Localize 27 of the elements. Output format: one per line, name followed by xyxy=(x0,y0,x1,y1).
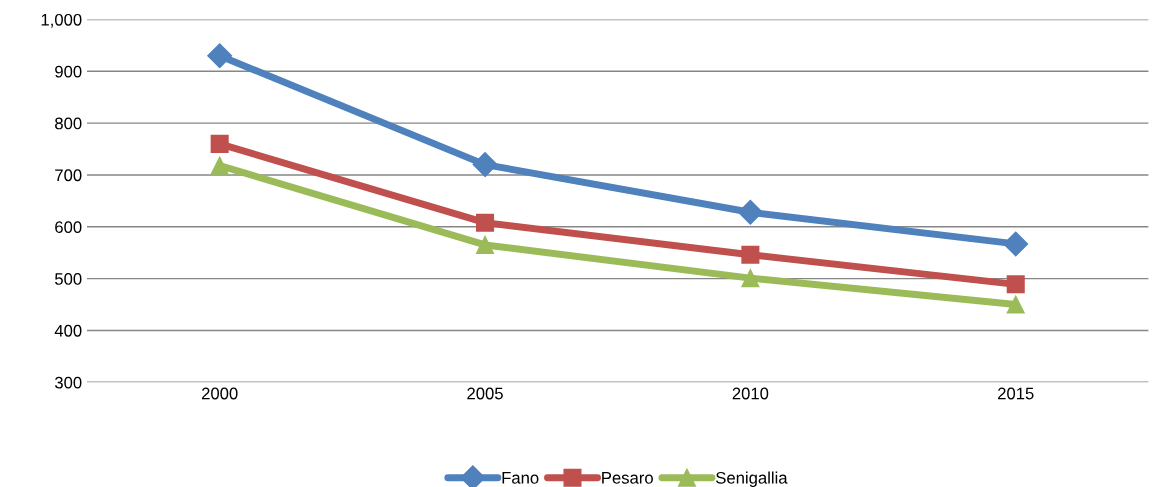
point xyxy=(1003,231,1029,257)
point xyxy=(741,245,760,264)
point xyxy=(475,213,495,232)
y-tick-label: 800 xyxy=(55,117,82,130)
point xyxy=(210,156,229,175)
point xyxy=(1006,275,1025,294)
point xyxy=(741,269,760,288)
x-tick-label: 2015 xyxy=(998,387,1034,400)
y-tick-label: 300 xyxy=(54,376,82,389)
y-tick-label: 400 xyxy=(54,324,82,337)
x-tick-label: 2000 xyxy=(201,387,238,400)
point xyxy=(475,235,495,254)
y-tick-label: 1,000 xyxy=(41,13,82,28)
point xyxy=(207,43,233,69)
y-tick-label: 900 xyxy=(55,65,82,78)
y-tick-label: 500 xyxy=(55,273,82,285)
point xyxy=(210,134,229,153)
y-tick-label: 700 xyxy=(55,169,82,182)
legend-label: Senigallia xyxy=(716,471,788,487)
point xyxy=(1006,295,1025,314)
point xyxy=(737,199,763,225)
legend-label: Pesaro xyxy=(602,472,653,484)
y-tick-label: 600 xyxy=(55,221,82,234)
legend-label: Fano xyxy=(502,472,539,484)
x-tick-label: 2005 xyxy=(467,387,503,400)
point xyxy=(472,152,498,178)
x-tick-label: 2010 xyxy=(732,387,769,400)
